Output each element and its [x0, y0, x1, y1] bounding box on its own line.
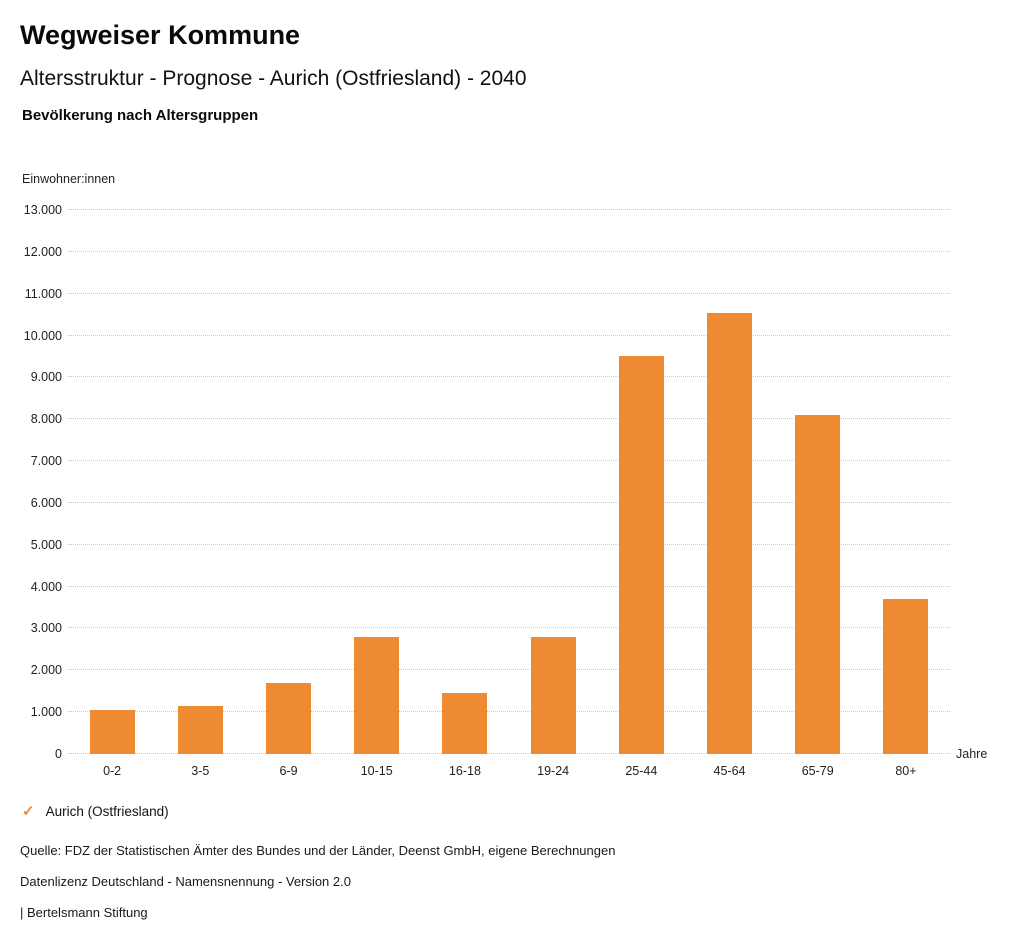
- bar-slot-80+: [862, 210, 950, 754]
- y-tick-label-8.000: 8.000: [30, 412, 62, 427]
- license-text: Datenlizenz Deutschland - Namensnennung …: [20, 874, 351, 889]
- y-tick-label-11.000: 11.000: [24, 286, 62, 301]
- y-tick-label-12.000: 12.000: [23, 244, 62, 259]
- x-tick-label-3-5: 3-5: [191, 764, 210, 778]
- plot-area: [68, 209, 950, 754]
- gridline-5.000: [68, 543, 950, 545]
- bar-6-9[interactable]: [266, 682, 311, 754]
- x-tick-label-6-9: 6-9: [279, 764, 298, 778]
- bar-slot-0-2: [68, 210, 156, 754]
- bar-chart: 0 1.000 2.000 3.000 4.000 5.000 6.000 7.000 8.00…: [20, 203, 965, 761]
- source-text: Quelle: FDZ der Statistischen Ämter des …: [20, 843, 616, 858]
- bar-25-44[interactable]: [618, 356, 664, 754]
- y-tick-label-13.000: 13.000: [23, 203, 62, 217]
- gridline-1.000: [68, 711, 950, 713]
- gridline-12.000: [68, 250, 950, 252]
- bar-slot-10-15: [333, 210, 421, 754]
- bar-19-24[interactable]: [530, 636, 576, 754]
- x-axis-title: Jahre: [956, 747, 988, 761]
- chart-subtitle: Altersstruktur - Prognose - Aurich (Ostf…: [20, 67, 527, 90]
- bar-slot-45-64: [685, 210, 773, 754]
- bar-slot-65-79: [774, 210, 862, 754]
- bar-slot-3-5: [156, 210, 244, 754]
- y-tick-label-3.000: 3.000: [30, 621, 62, 636]
- gridline-11.000: [68, 292, 950, 294]
- gridline-4.000: [68, 585, 950, 587]
- legend-label: Aurich (Ostfriesland): [45, 804, 169, 819]
- x-tick-label-19-24: 19-24: [537, 764, 570, 778]
- bar-3-5[interactable]: [177, 705, 223, 754]
- gridline-10.000: [68, 334, 950, 336]
- gridline-7.000: [68, 460, 950, 462]
- x-tick-label-16-18: 16-18: [448, 764, 481, 778]
- y-tick-label-1.000: 1.000: [30, 705, 62, 720]
- bar-slot-19-24: [509, 210, 597, 754]
- bar-slot-6-9: [244, 210, 332, 754]
- x-tick-label-65-79: 65-79: [801, 764, 834, 778]
- bar-65-79[interactable]: [795, 415, 841, 754]
- chart-heading: Bevölkerung nach Altersgruppen: [22, 107, 259, 124]
- x-axis-tick-labels: 0-2 3-5 6-9 10-15 16-18 19-24 25-44 45-64 65-79 8…: [68, 764, 950, 778]
- gridline-3.000: [68, 627, 950, 629]
- x-tick-label-45-64: 45-64: [713, 764, 746, 778]
- y-tick-label-7.000: 7.000: [30, 454, 62, 469]
- gridline-6.000: [68, 501, 950, 503]
- page-title: Wegweiser Kommune: [20, 20, 301, 50]
- legend-item-aurich[interactable]: ✓ Aurich (Ostfriesland): [22, 804, 169, 819]
- gridline-13.000: [68, 209, 950, 210]
- footer: Quelle: FDZ der Statistischen Ämter des …: [20, 844, 615, 937]
- bar-10-15[interactable]: [354, 636, 400, 754]
- gridline-2.000: [68, 669, 950, 671]
- x-tick-label-10-15: 10-15: [360, 764, 393, 778]
- bar-slot-25-44: [597, 210, 685, 754]
- bar-slot-16-18: [421, 210, 509, 754]
- check-icon: ✓: [22, 803, 35, 820]
- y-tick-label-4.000: 4.000: [30, 579, 62, 594]
- y-tick-label-0: 0: [55, 747, 62, 761]
- gridline-9.000: [68, 376, 950, 378]
- y-axis-tick-labels: 0 1.000 2.000 3.000 4.000 5.000 6.000 7.000 8.00…: [20, 203, 62, 761]
- bar-80+[interactable]: [883, 599, 929, 754]
- x-tick-label-80+: 80+: [895, 764, 917, 778]
- x-tick-label-25-44: 25-44: [625, 764, 658, 778]
- y-tick-label-6.000: 6.000: [30, 495, 62, 510]
- bar-16-18[interactable]: [442, 693, 488, 754]
- gridline-0: [68, 753, 950, 754]
- y-axis-title: Einwohner:innen: [22, 172, 116, 186]
- y-tick-label-10.000: 10.000: [23, 328, 62, 343]
- attribution-text: | Bertelsmann Stiftung: [20, 905, 148, 920]
- bars-container: [68, 210, 950, 754]
- gridline-8.000: [68, 418, 950, 420]
- header: Wegweiser Kommune Altersstruktur - Progn…: [20, 20, 527, 124]
- y-tick-label-9.000: 9.000: [30, 370, 62, 385]
- x-tick-label-0-2: 0-2: [103, 764, 122, 778]
- y-tick-label-5.000: 5.000: [30, 537, 62, 552]
- y-tick-label-2.000: 2.000: [30, 663, 62, 678]
- bar-0-2[interactable]: [89, 710, 135, 754]
- bar-45-64[interactable]: [707, 312, 753, 754]
